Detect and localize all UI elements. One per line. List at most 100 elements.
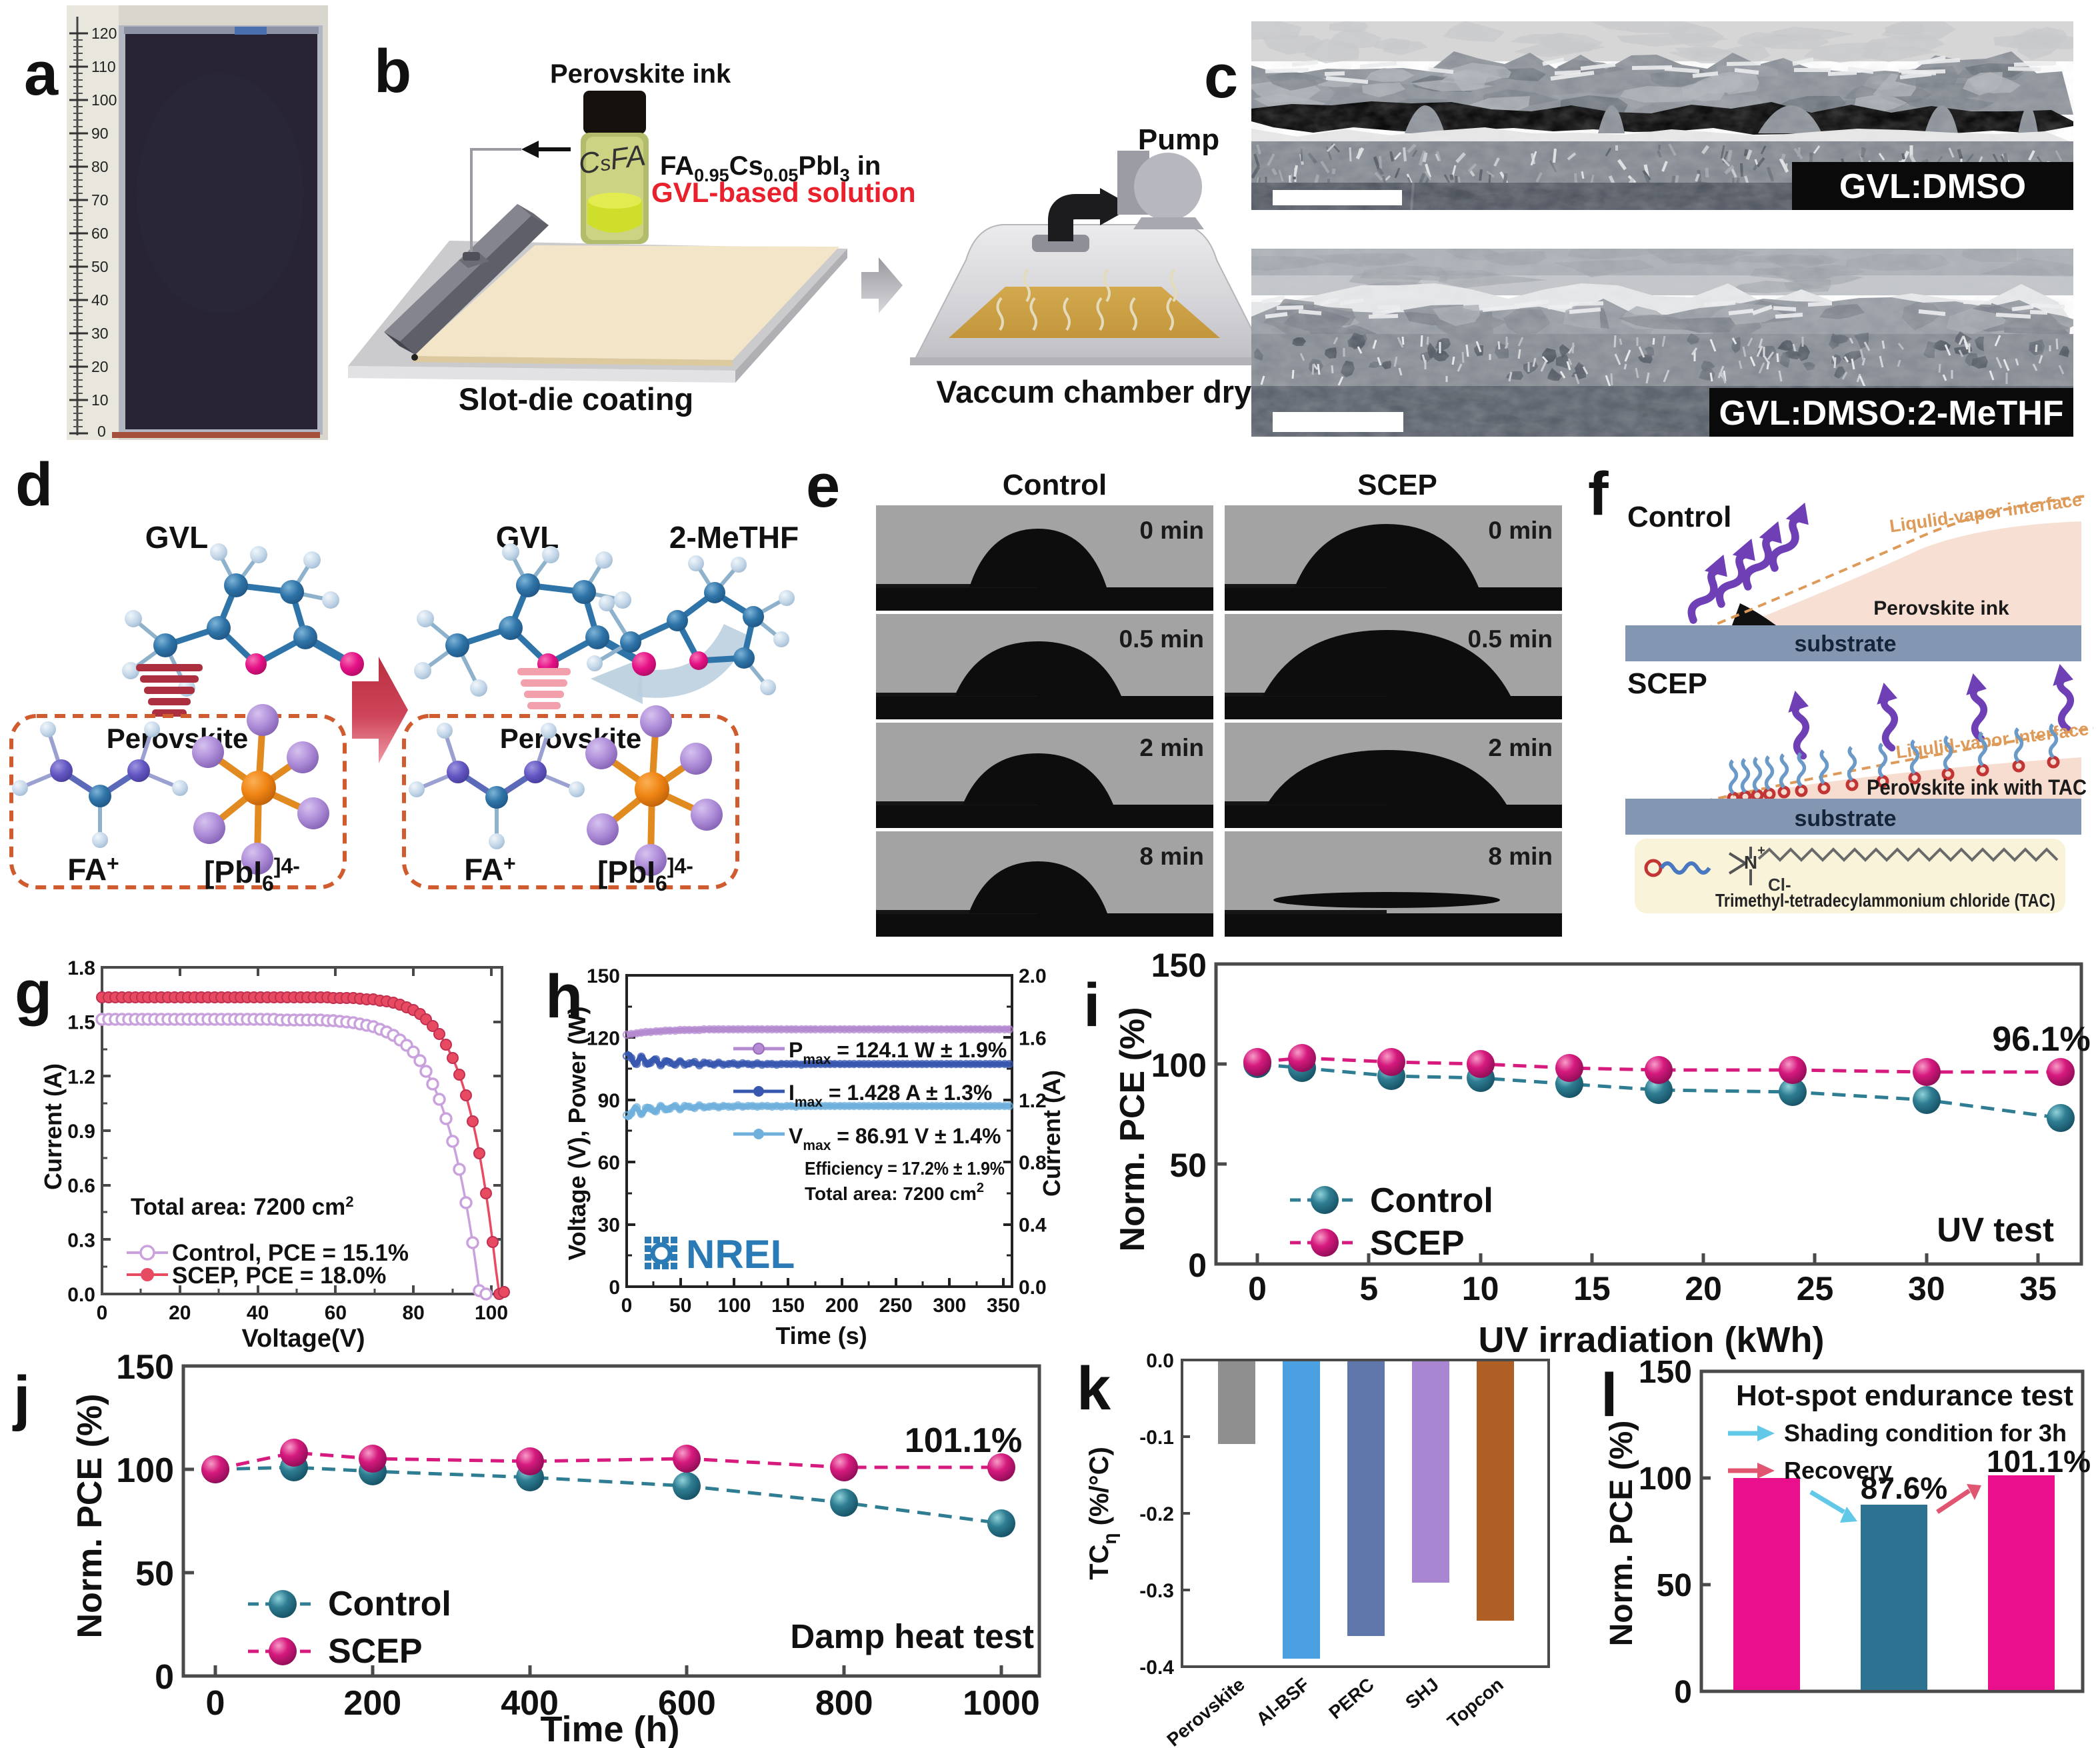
svg-text:Norm. PCE (%): Norm. PCE (%) [1604, 1421, 1639, 1647]
svg-text:0.0: 0.0 [67, 1284, 95, 1306]
svg-text:50: 50 [1169, 1147, 1207, 1184]
svg-text:UV test: UV test [1937, 1211, 2054, 1249]
svg-text:0.5 min: 0.5 min [1119, 625, 1205, 653]
svg-text:200: 200 [825, 1295, 859, 1317]
svg-text:Recovery: Recovery [1784, 1457, 1892, 1484]
svg-text:Control: Control [1627, 501, 1731, 533]
svg-text:i: i [1083, 971, 1101, 1039]
svg-text:96.1%: 96.1% [1992, 1020, 2090, 1059]
svg-text:GVL: GVL [145, 520, 209, 555]
svg-text:Hot-spot endurance test: Hot-spot endurance test [1736, 1379, 2073, 1412]
svg-text:Slot-die coating: Slot-die coating [459, 381, 694, 417]
svg-text:0.5 min: 0.5 min [1468, 625, 1553, 653]
svg-text:35: 35 [2019, 1270, 2057, 1307]
svg-text:1.5: 1.5 [67, 1012, 95, 1034]
svg-text:1.6: 1.6 [1019, 1027, 1047, 1049]
svg-text:8 min: 8 min [1139, 843, 1204, 870]
svg-text:SCEP, PCE = 18.0%: SCEP, PCE = 18.0% [172, 1263, 386, 1289]
svg-text:40: 40 [91, 291, 109, 309]
svg-text:-0.4: -0.4 [1139, 1657, 1174, 1679]
svg-text:1000: 1000 [963, 1684, 1040, 1723]
svg-text:10: 10 [91, 391, 109, 409]
svg-text:50: 50 [1657, 1568, 1692, 1603]
svg-text:90: 90 [91, 125, 109, 142]
svg-text:UV irradiation (kWh): UV irradiation (kWh) [1478, 1320, 1824, 1360]
svg-text:30: 30 [91, 325, 109, 342]
svg-text:substrate: substrate [1794, 806, 1896, 831]
svg-text:Liqulid-vapor interface: Liqulid-vapor interface [1895, 719, 2090, 762]
svg-text:[PbI6]4-: [PbI6]4- [597, 854, 693, 895]
svg-text:Perovskite: Perovskite [500, 723, 641, 754]
svg-text:SCEP: SCEP [1357, 469, 1437, 501]
svg-text:Perovskite ink: Perovskite ink [550, 59, 731, 89]
svg-text:2 min: 2 min [1139, 734, 1204, 761]
svg-text:Imax = 1.428 A ± 1.3%: Imax = 1.428 A ± 1.3% [789, 1081, 992, 1110]
svg-text:Al-BSF: Al-BSF [1252, 1674, 1313, 1730]
svg-text:-0.3: -0.3 [1139, 1580, 1174, 1602]
svg-text:0: 0 [155, 1658, 174, 1697]
svg-text:Control: Control [328, 1585, 451, 1623]
svg-text:150: 150 [116, 1348, 174, 1387]
svg-text:Control: Control [1003, 469, 1107, 501]
svg-text:0: 0 [1248, 1270, 1267, 1307]
svg-text:50: 50 [135, 1555, 174, 1593]
svg-text:0.6: 0.6 [67, 1175, 95, 1197]
svg-text:200: 200 [343, 1684, 401, 1723]
svg-text:Total area: 7200 cm2: Total area: 7200 cm2 [805, 1181, 984, 1204]
svg-text:0: 0 [97, 1302, 108, 1324]
svg-text:TCη (%/°C): TCη (%/°C) [1085, 1447, 1120, 1580]
svg-text:2.0: 2.0 [1019, 965, 1047, 987]
svg-text:70: 70 [91, 191, 109, 209]
svg-text:100: 100 [1639, 1461, 1692, 1497]
svg-text:Damp heat test: Damp heat test [790, 1617, 1034, 1655]
svg-text:Perovskite ink: Perovskite ink [1873, 597, 2009, 619]
svg-text:25: 25 [1797, 1270, 1834, 1307]
svg-text:101.1%: 101.1% [1987, 1444, 2091, 1479]
svg-text:0.9: 0.9 [67, 1121, 95, 1143]
svg-text:250: 250 [879, 1295, 913, 1317]
svg-text:Time (s): Time (s) [775, 1322, 867, 1349]
svg-text:100: 100 [91, 91, 117, 109]
svg-text:400: 400 [501, 1684, 559, 1723]
svg-text:Voltage (V), Power (W): Voltage (V), Power (W) [563, 1006, 591, 1260]
svg-text:0: 0 [206, 1684, 225, 1723]
svg-text:Total area: 7200 cm2: Total area: 7200 cm2 [131, 1193, 354, 1220]
svg-text:e: e [806, 452, 840, 520]
svg-text:Topcon: Topcon [1443, 1674, 1507, 1732]
svg-text:Control: Control [1370, 1181, 1493, 1220]
svg-text:SHJ: SHJ [1401, 1674, 1443, 1713]
svg-text:600: 600 [658, 1684, 716, 1723]
svg-text:Current (A): Current (A) [1038, 1070, 1065, 1197]
svg-text:60: 60 [598, 1152, 620, 1174]
svg-text:20: 20 [169, 1302, 191, 1324]
svg-text:Vaccum chamber dryer: Vaccum chamber dryer [936, 374, 1281, 409]
svg-text:0: 0 [621, 1295, 633, 1317]
svg-text:120: 120 [587, 1027, 620, 1049]
svg-text:1.8: 1.8 [67, 957, 95, 979]
svg-text:Norm. PCE (%): Norm. PCE (%) [71, 1394, 109, 1639]
svg-text:0.4: 0.4 [1019, 1215, 1047, 1237]
svg-text:30: 30 [598, 1215, 620, 1237]
svg-text:100: 100 [116, 1451, 174, 1490]
svg-text:Perovskite ink with TAC: Perovskite ink with TAC [1867, 775, 2087, 799]
svg-text:80: 80 [91, 158, 109, 175]
svg-text:Control, PCE = 15.1%: Control, PCE = 15.1% [172, 1240, 409, 1266]
svg-text:30: 30 [1908, 1270, 1945, 1307]
svg-text:0: 0 [1674, 1675, 1692, 1710]
svg-text:150: 150 [1151, 947, 1207, 984]
svg-text:150: 150 [1639, 1355, 1692, 1390]
svg-text:0 min: 0 min [1488, 517, 1553, 544]
svg-text:20: 20 [91, 358, 109, 375]
svg-text:c: c [1204, 43, 1238, 111]
svg-text:Efficiency = 17.2% ± 1.9%: Efficiency = 17.2% ± 1.9% [805, 1158, 1005, 1179]
svg-text:0.3: 0.3 [67, 1229, 95, 1251]
svg-text:d: d [15, 451, 53, 519]
svg-text:101.1%: 101.1% [905, 1421, 1022, 1460]
svg-text:SCEP: SCEP [328, 1632, 423, 1671]
svg-text:Perovskite: Perovskite [107, 723, 248, 754]
svg-text:GVL-based solution: GVL-based solution [651, 177, 916, 208]
svg-text:5: 5 [1359, 1270, 1378, 1307]
svg-text:60: 60 [325, 1302, 347, 1324]
svg-text:60: 60 [91, 225, 109, 242]
svg-text:0: 0 [97, 423, 106, 440]
